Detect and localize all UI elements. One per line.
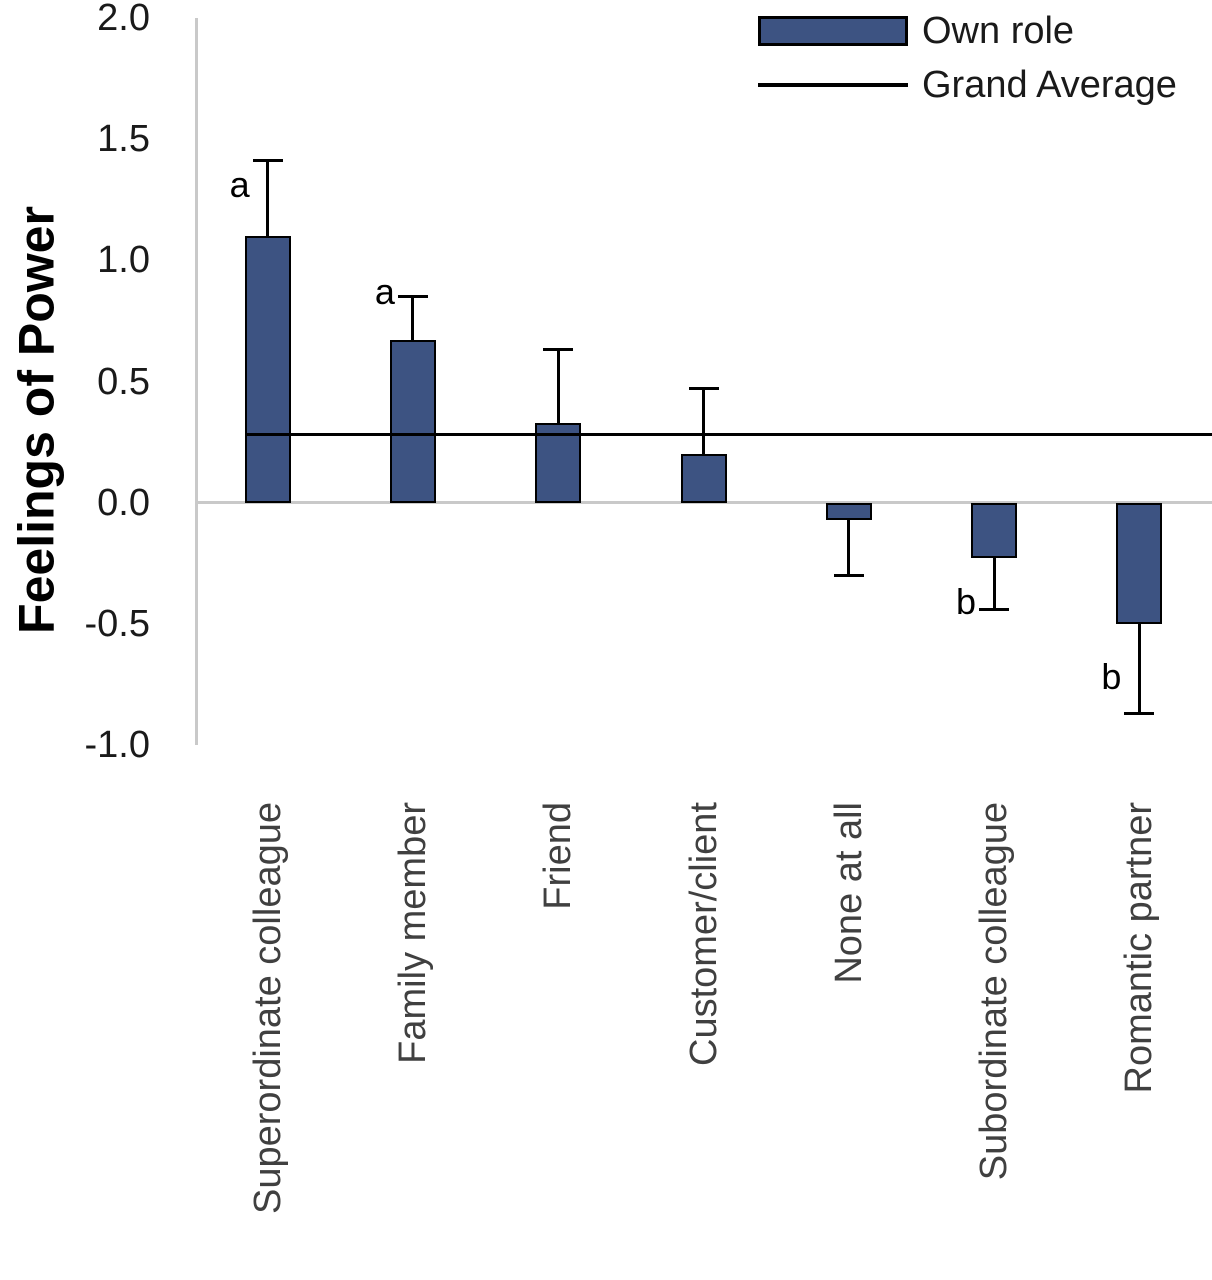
error-cap	[688, 387, 719, 391]
error-whisker	[702, 388, 705, 455]
error-whisker	[847, 519, 851, 576]
y-axis-line	[195, 18, 198, 745]
x-category-label: Subordinate colleague	[973, 802, 1016, 1181]
bar	[825, 502, 872, 520]
legend-label-own-role: Own role	[922, 9, 1075, 52]
x-category-label: None at all	[827, 802, 870, 984]
error-cap	[979, 607, 1010, 611]
bar	[244, 236, 291, 503]
error-whisker	[556, 349, 560, 423]
error-cap	[252, 159, 283, 163]
bar	[389, 340, 436, 503]
error-whisker	[266, 160, 270, 237]
y-tick-label: -0.5	[84, 602, 150, 645]
legend-item-grand-average: Grand Average	[758, 62, 1177, 108]
y-tick-label: 1.0	[97, 239, 150, 282]
y-tick-label: 0.5	[97, 360, 150, 403]
x-category-label: Customer/client	[682, 802, 725, 1066]
x-category-label: Family member	[391, 802, 434, 1064]
x-category-label: Superordinate colleague	[246, 802, 289, 1214]
legend-label-grand-average: Grand Average	[922, 63, 1177, 106]
legend-item-own-role: Own role	[758, 8, 1177, 54]
legend-swatch-line	[758, 83, 908, 87]
sig-letter: a	[229, 164, 250, 206]
y-tick-label: 0.0	[97, 481, 150, 524]
bar	[1116, 502, 1163, 624]
y-tick-label: -1.0	[84, 724, 150, 766]
grand-average-line	[244, 433, 1212, 437]
legend: Own role Grand Average	[758, 8, 1177, 108]
error-cap	[397, 295, 428, 299]
error-cap	[1124, 711, 1155, 715]
error-cap	[833, 573, 864, 577]
error-whisker	[411, 296, 415, 341]
y-axis-title: Feelings of Power	[8, 206, 65, 634]
legend-swatch-bar	[758, 16, 908, 46]
x-category-label: Friend	[537, 802, 580, 910]
zero-line	[195, 501, 1212, 504]
sig-letter: b	[956, 581, 977, 623]
y-tick-label: 2.0	[97, 0, 150, 39]
bar	[971, 502, 1018, 559]
error-cap	[543, 348, 574, 352]
error-whisker	[1137, 623, 1141, 714]
sig-letter: a	[374, 270, 395, 312]
y-tick-label: 1.5	[97, 118, 150, 161]
bar	[680, 454, 727, 503]
sig-letter: b	[1101, 656, 1122, 698]
x-category-label: Romantic partner	[1118, 802, 1161, 1094]
plot-area: a a b b	[195, 18, 1212, 745]
error-whisker	[992, 558, 996, 610]
